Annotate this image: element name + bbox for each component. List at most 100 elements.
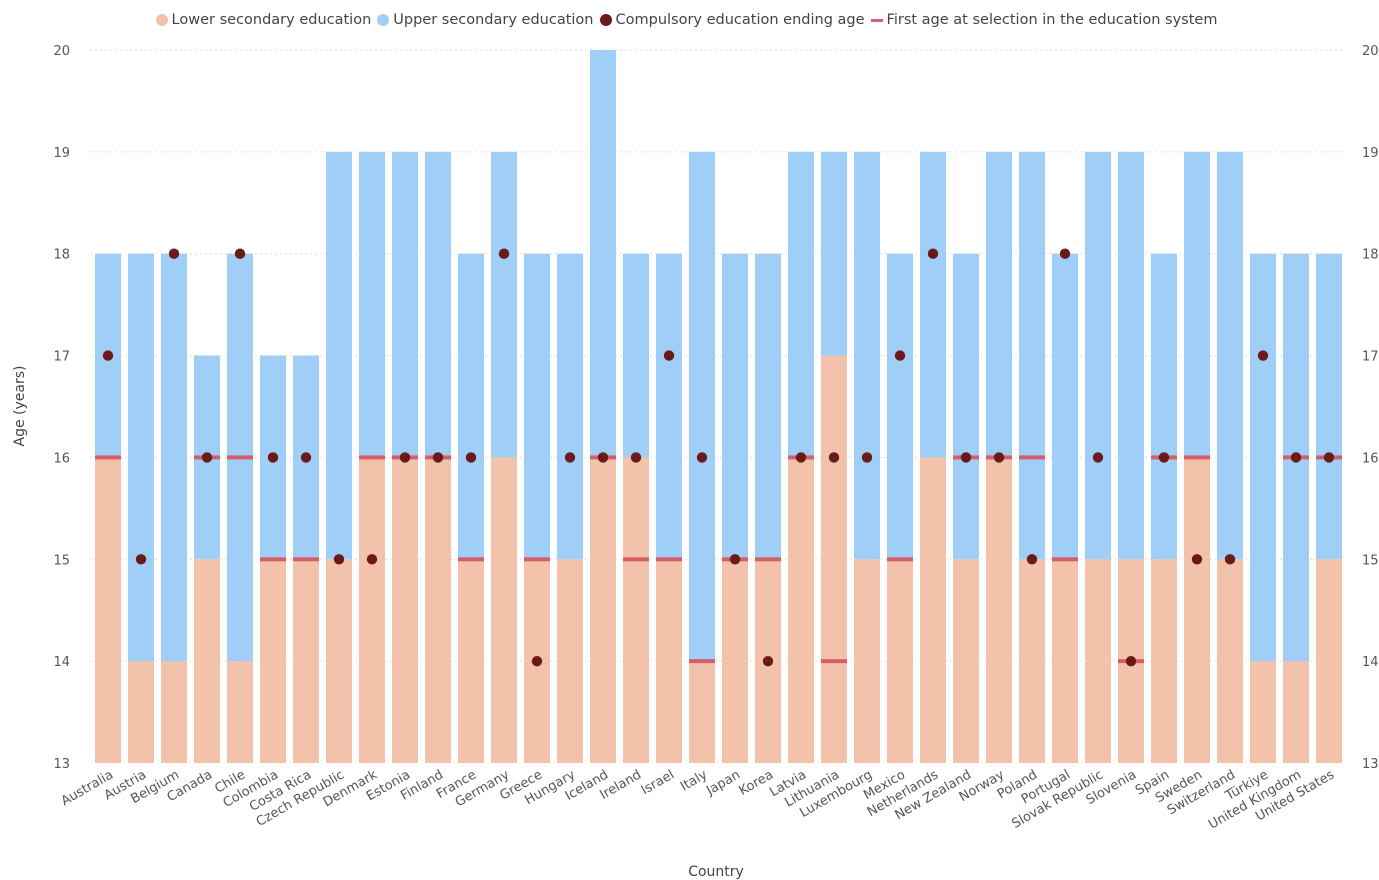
y-tick-label-right: 18: [1362, 248, 1379, 263]
upper-secondary-bar: [458, 253, 484, 560]
lower-secondary-bar: [887, 559, 913, 763]
lower-secondary-bar: [557, 559, 583, 763]
upper-secondary-bar: [1052, 253, 1078, 560]
lower-secondary-bar: [1250, 661, 1276, 763]
compulsory-age-dot: [135, 554, 147, 565]
legend-item-upper-secondary[interactable]: Upper secondary education: [377, 12, 594, 28]
y-tick-label-left: 16: [53, 451, 70, 466]
compulsory-age-dot: [531, 655, 543, 667]
upper-secondary-bar: [656, 253, 682, 560]
upper-secondary-bar: [887, 253, 913, 560]
first-selection-marker: [755, 557, 781, 562]
lower-secondary-bar: [788, 457, 814, 763]
first-selection-swatch-icon: [870, 18, 883, 22]
compulsory-age-dot: [234, 248, 246, 259]
first-selection-marker: [689, 659, 715, 664]
upper-secondary-bar: [1151, 253, 1177, 560]
compulsory-age-dot: [1092, 452, 1104, 463]
y-tick-label-right: 16: [1362, 451, 1379, 466]
compulsory-age-dot: [300, 452, 312, 463]
upper-secondary-bar: [623, 253, 649, 458]
first-selection-marker: [656, 557, 682, 562]
compulsory-age-dot: [1059, 248, 1071, 259]
compulsory-age-dot: [1125, 655, 1137, 667]
compulsory-age-dot: [960, 452, 972, 463]
first-selection-marker: [887, 557, 913, 562]
compulsory-age-dot: [1323, 452, 1335, 463]
lower-secondary-bar: [986, 457, 1012, 763]
lower-secondary-bar: [293, 559, 319, 763]
y-axis-right: 13 14 15 16 17 18 19 20: [1362, 44, 1379, 772]
upper-secondary-bar: [524, 253, 550, 560]
upper-secondary-bar: [1085, 151, 1111, 560]
compulsory-age-dot: [1290, 452, 1302, 463]
lower-secondary-bar: [1217, 559, 1243, 763]
lower-secondary-bar: [920, 457, 946, 763]
legend-item-first-selection[interactable]: First age at selection in the education …: [870, 12, 1217, 28]
legend-item-lower-secondary[interactable]: Lower secondary education: [155, 12, 371, 28]
lower-secondary-bar: [260, 559, 286, 763]
y-tick-label-right: 13: [1362, 757, 1379, 772]
lower-secondary-bar: [1085, 559, 1111, 763]
first-selection-marker: [227, 455, 253, 460]
x-tick-label: Japan: [703, 767, 743, 799]
compulsory-age-dot: [1257, 350, 1269, 361]
first-selection-marker: [1052, 557, 1078, 562]
first-selection-marker: [95, 455, 121, 460]
first-selection-marker: [458, 557, 484, 562]
y-tick-label-left: 14: [53, 655, 70, 670]
compulsory-age-dot: [1224, 554, 1236, 565]
compulsory-age-dot: [729, 554, 741, 565]
y-tick-label-right: 20: [1362, 44, 1379, 59]
lower-secondary-bar: [392, 457, 418, 763]
upper-secondary-bar: [425, 151, 451, 458]
compulsory-age-dot: [861, 452, 873, 463]
upper-secondary-bar: [722, 253, 748, 560]
upper-secondary-bar: [689, 151, 715, 662]
upper-secondary-bar: [1217, 151, 1243, 560]
lower-secondary-bar: [1283, 661, 1309, 763]
lower-secondary-bar: [1316, 559, 1342, 763]
y-tick-label-left: 19: [53, 146, 70, 161]
legend-label-upper-secondary: Upper secondary education: [393, 12, 594, 28]
upper-secondary-bar: [986, 151, 1012, 458]
lower-secondary-bar: [359, 457, 385, 763]
compulsory-age-dot: [696, 452, 708, 463]
upper-secondary-bar: [161, 253, 187, 662]
compulsory-age-dot: [894, 350, 906, 361]
upper-secondary-bar: [920, 151, 946, 458]
y-tick-label-left: 20: [53, 44, 70, 59]
legend-item-compulsory-age[interactable]: Compulsory education ending age: [599, 12, 865, 28]
y-tick-label-right: 17: [1362, 350, 1379, 365]
compulsory-age-dot: [366, 554, 378, 565]
lower-secondary-bars: [95, 355, 1342, 763]
y-axis-left: 13 14 15 16 17 18 19 20: [53, 44, 70, 772]
first-selection-marker: [524, 557, 550, 562]
legend-label-compulsory-age: Compulsory education ending age: [615, 12, 865, 28]
x-axis-labels: AustraliaAustriaBelgiumCanadaChileColomb…: [59, 767, 1338, 832]
lower-secondary-bar: [128, 661, 154, 763]
upper-secondary-bar: [557, 253, 583, 560]
compulsory-age-dot: [795, 452, 807, 463]
x-tick-label: Italy: [678, 767, 710, 794]
upper-secondary-bar: [392, 151, 418, 458]
y-tick-label-left: 18: [53, 248, 70, 263]
upper-secondary-bar: [755, 253, 781, 560]
grid-lines: [90, 49, 1342, 662]
compulsory-age-dot: [201, 452, 213, 463]
y-tick-label-right: 14: [1362, 655, 1379, 670]
upper-secondary-bar: [953, 253, 979, 560]
compulsory-age-dot: [102, 350, 114, 361]
compulsory-age-dot: [762, 655, 774, 667]
y-tick-label-left: 15: [53, 553, 70, 568]
lower-secondary-bar: [821, 355, 847, 763]
lower-secondary-swatch-icon: [155, 14, 168, 26]
y-tick-label-right: 19: [1362, 146, 1379, 161]
upper-secondary-bar: [1019, 151, 1045, 560]
lower-secondary-bar: [1184, 457, 1210, 763]
first-selection-marker: [293, 557, 319, 562]
compulsory-age-dot: [168, 248, 180, 259]
lower-secondary-bar: [1052, 559, 1078, 763]
first-selection-marker: [1184, 455, 1210, 460]
